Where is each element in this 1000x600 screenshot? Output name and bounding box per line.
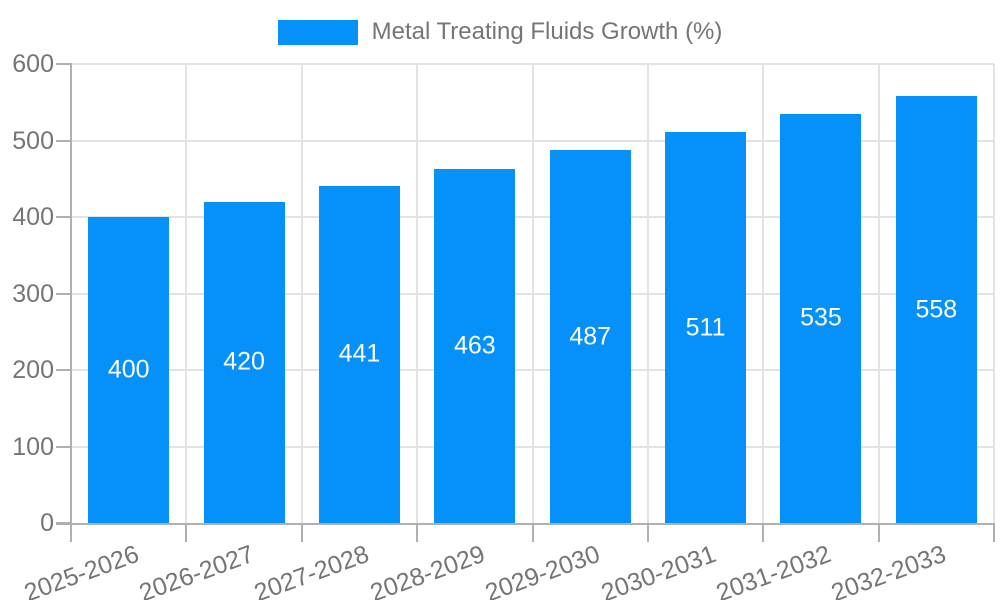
- x-axis-line: [56, 523, 994, 525]
- y-axis-tick-label: 300: [12, 279, 54, 308]
- x-axis-tick: [416, 523, 419, 542]
- bar[interactable]: [780, 113, 862, 523]
- gridline-vertical: [877, 64, 880, 523]
- bar-value-label: 420: [223, 347, 265, 376]
- x-axis-tick-label: 2026-2027: [135, 540, 258, 600]
- bar[interactable]: [549, 150, 631, 523]
- y-axis-tick-label: 600: [12, 50, 54, 78]
- x-axis-tick-label: 2028-2029: [366, 540, 489, 600]
- y-axis-tick: [56, 63, 71, 65]
- x-axis-tick-label: 2029-2030: [481, 540, 604, 600]
- bar-value-label: 400: [107, 355, 150, 384]
- x-axis-tick: [877, 523, 880, 542]
- x-axis-tick-label: 2027-2028: [251, 540, 374, 600]
- gridline-vertical: [531, 64, 534, 523]
- y-axis-line: [70, 63, 72, 524]
- x-axis-tick: [185, 523, 188, 542]
- bar-value-label: 487: [569, 322, 612, 351]
- gridline-vertical: [993, 64, 995, 523]
- gridline-vertical: [416, 64, 419, 523]
- x-axis-tick-label: 2031-2032: [712, 540, 835, 600]
- x-axis-tick: [300, 523, 303, 542]
- x-axis-tick-label: 2032-2033: [827, 540, 950, 600]
- legend-label: Metal Treating Fluids Growth (%): [371, 18, 723, 45]
- y-axis-tick: [56, 139, 71, 142]
- legend-item[interactable]: Metal Treating Fluids Growth (%): [277, 18, 723, 46]
- bar[interactable]: [318, 185, 400, 523]
- bar[interactable]: [665, 132, 747, 523]
- y-axis-tick: [56, 445, 71, 448]
- y-axis-tick-label: 200: [12, 356, 54, 384]
- gridline-vertical: [646, 64, 649, 523]
- legend-swatch: [277, 19, 358, 45]
- y-axis-tick: [56, 292, 71, 295]
- chart-legend: Metal Treating Fluids Growth (%): [0, 12, 1000, 52]
- bar[interactable]: [434, 168, 516, 523]
- bar-value-label: 535: [800, 303, 842, 332]
- y-axis-tick-label: 500: [12, 126, 54, 155]
- x-axis-tick: [70, 523, 72, 542]
- x-axis-tick: [646, 523, 649, 542]
- bar[interactable]: [203, 201, 285, 523]
- bar-value-label: 511: [685, 313, 726, 342]
- y-axis-tick-label: 100: [12, 432, 54, 461]
- x-axis-tick-label: 2025-2026: [20, 540, 143, 600]
- gridline-vertical: [185, 64, 188, 523]
- gridline-vertical: [762, 64, 765, 523]
- x-axis-tick: [531, 523, 534, 542]
- bar-value-label: 441: [338, 339, 381, 368]
- bar-value-label: 463: [453, 331, 496, 360]
- x-axis-tick: [762, 523, 765, 542]
- y-axis-tick-label: 400: [12, 203, 54, 231]
- x-axis-tick: [993, 523, 995, 542]
- bar[interactable]: [895, 96, 977, 523]
- gridline-vertical: [300, 64, 303, 523]
- y-axis-tick: [56, 216, 71, 218]
- bar-value-label: 558: [915, 295, 958, 324]
- bar[interactable]: [88, 217, 170, 523]
- y-axis-tick-label: 0: [40, 509, 54, 537]
- y-axis-tick: [56, 369, 71, 371]
- x-axis-tick-label: 2030-2031: [597, 540, 720, 600]
